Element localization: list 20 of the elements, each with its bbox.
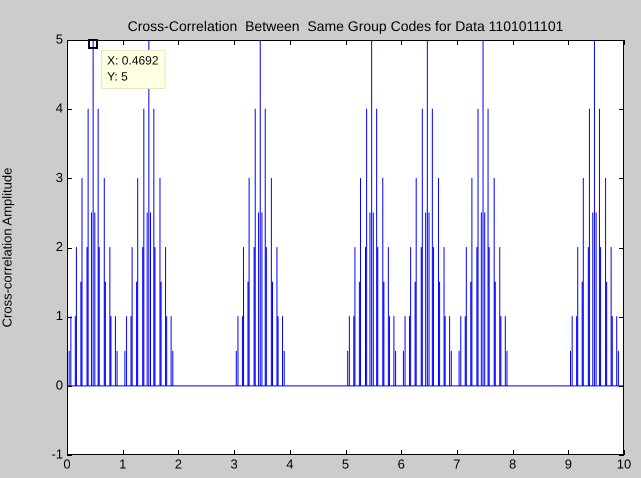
x-tick-label: 10 <box>616 456 632 472</box>
chart-title: Cross-Correlation Between Same Group Codes for Data 1101011101 <box>128 18 564 34</box>
x-tick-label: 7 <box>453 456 461 472</box>
x-tick-label: 9 <box>564 456 572 472</box>
y-tick-label: 4 <box>56 100 63 116</box>
x-tick-label: 5 <box>342 456 350 472</box>
y-tick-label: 0 <box>56 377 63 392</box>
y-tick-label: 2 <box>56 239 63 254</box>
y-tick-label: 1 <box>56 308 63 324</box>
y-axis-title: Cross-correlation Amplitude <box>0 168 14 328</box>
x-tick-label: 2 <box>174 456 182 472</box>
y-tick-label: -1 <box>51 446 63 462</box>
y-tick-label: 3 <box>56 170 63 185</box>
annotation: X: 0.4692 Y: 5 <box>107 53 159 84</box>
y-tick-label: 5 <box>56 32 63 47</box>
x-tick-label: 4 <box>286 456 294 472</box>
x-tick-label: 8 <box>508 456 516 472</box>
x-tick-label: 1 <box>119 456 126 472</box>
x-tick-label: 3 <box>230 456 238 472</box>
x-tick-label: 6 <box>398 456 405 472</box>
